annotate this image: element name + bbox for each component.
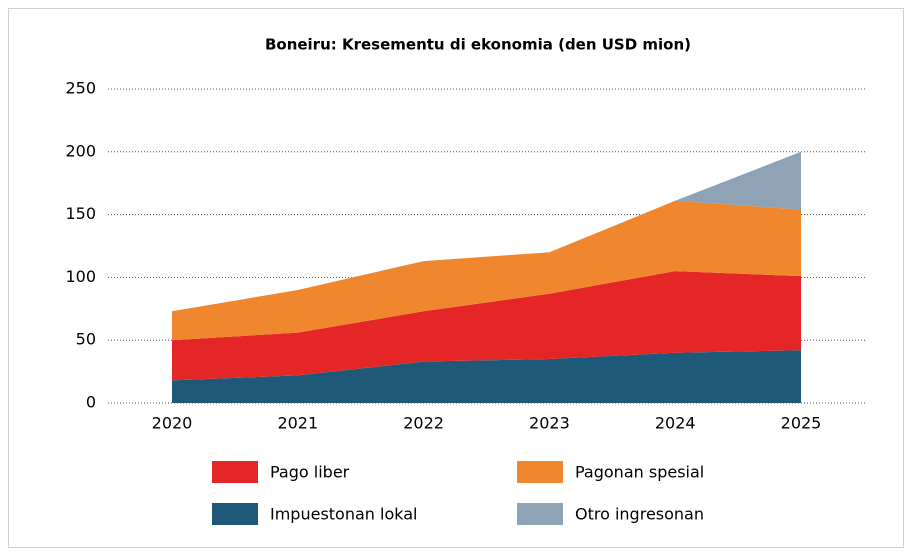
y-tick-label: 250: [65, 79, 96, 98]
legend-swatch: [212, 503, 258, 525]
x-tick-label: 2024: [655, 414, 696, 433]
area: [172, 271, 801, 381]
x-tick-label: 2020: [152, 414, 193, 433]
area: [172, 350, 801, 403]
legend-swatch: [517, 461, 563, 483]
y-tick-label: 50: [76, 330, 96, 349]
y-tick-label: 100: [65, 267, 96, 286]
y-tick-label: 0: [86, 393, 96, 412]
legend-swatch: [212, 461, 258, 483]
x-tick-label: 2025: [781, 414, 822, 433]
area: [172, 200, 801, 341]
legend-label: Otro ingresonan: [575, 505, 704, 524]
legend-label: Pagonan spesial: [575, 463, 704, 482]
x-tick-label: 2021: [277, 414, 318, 433]
legend-label: Impuestonan lokal: [270, 505, 417, 524]
x-tick-label: 2023: [529, 414, 570, 433]
x-tick-label: 2022: [403, 414, 444, 433]
y-tick-label: 200: [65, 141, 96, 160]
chart-title: Boneiru: Kresementu di ekonomia (den USD…: [265, 36, 691, 54]
legend-label: Pago liber: [270, 463, 350, 482]
legend-swatch: [517, 503, 563, 525]
y-tick-label: 150: [65, 204, 96, 223]
